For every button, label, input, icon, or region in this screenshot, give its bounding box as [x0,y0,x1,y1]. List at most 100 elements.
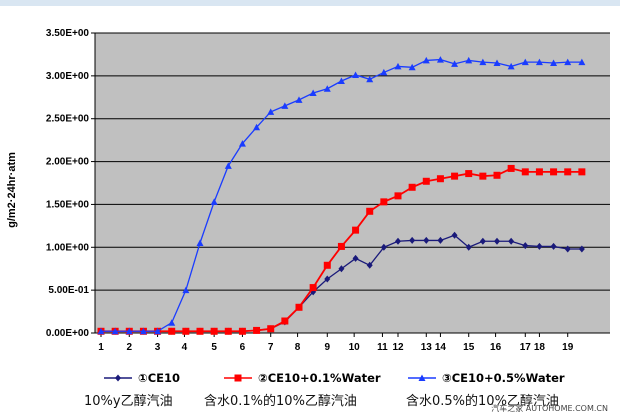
y-axis-label: g/m2·24hr·atm [6,152,18,228]
legend-label: ②CE10+0.1%Water [258,371,381,385]
data-point [295,303,303,311]
data-point [196,327,204,335]
data-point [494,237,500,245]
data-point [238,140,246,147]
series-3 [97,56,586,335]
x-tick-label: 2 [127,342,133,353]
x-tick-label: 16 [490,342,502,353]
y-tick-label: 5.00E-01 [48,285,89,296]
data-point [380,198,388,206]
y-tick-label: 1.50E+00 [46,199,90,210]
data-point [337,77,345,84]
data-point [366,207,374,215]
y-tick-label: 3.00E+00 [46,71,90,82]
y-tick-label: 3.50E+00 [46,28,90,39]
plot-background [95,33,610,333]
data-point [309,89,317,96]
data-point [366,261,373,269]
data-point [366,75,374,83]
data-point [550,242,557,250]
data-point [338,265,345,273]
legend-marker [234,374,242,382]
data-point [578,58,586,66]
x-tick-label: 10 [349,342,361,353]
series-group [97,56,586,335]
data-point [465,243,472,251]
data-point [168,327,176,335]
data-point [395,237,401,245]
x-tick-label: 13 [421,342,433,353]
data-point [564,245,571,253]
data-point [238,327,246,335]
data-point [253,123,261,131]
data-point [578,245,585,253]
axes [91,32,610,337]
caption-ce10: 10%y乙醇汽油 [84,394,173,409]
data-point [408,183,416,191]
data-point [352,71,360,78]
data-point [465,170,473,178]
legend: ①CE10 ②CE10+0.1%Water ③CE10+0.5%Water [104,371,565,385]
data-point [422,56,430,64]
data-point [224,162,232,169]
x-tick-label: 7 [268,342,274,353]
data-point [451,60,459,67]
data-point [309,284,317,292]
data-point [281,102,289,109]
data-point [154,327,162,335]
data-point [182,327,190,335]
data-point [409,236,416,244]
y-tick-labels: 0.00E+00 5.00E-01 1.00E+00 1.50E+00 2.00E+00… [46,28,90,339]
data-point [111,327,119,335]
y-tick-label: 1.00E+00 [46,242,90,253]
data-point [451,172,459,180]
x-tick-label: 9 [325,342,331,353]
data-point [493,59,501,66]
data-point [507,62,515,70]
data-point [578,168,586,176]
x-tick-label: 12 [392,342,404,353]
legend-item-3: ③CE10+0.5%Water [408,371,565,385]
data-point [535,168,543,176]
x-tick-label: 11 [377,342,388,353]
data-point [423,236,430,244]
data-point [352,226,360,234]
data-point [253,326,261,334]
data-point [436,175,444,183]
data-point [408,63,416,71]
data-point [224,327,232,335]
data-point [522,242,529,250]
data-point [182,286,190,294]
x-tick-label: 17 [520,342,532,353]
data-point [521,58,529,66]
data-point [394,62,402,70]
data-point [281,317,289,325]
x-tick-labels: 1 2 3 4 5 6 7 8 9 10 11 12 13 14 15 16 17 18 19 [98,342,573,353]
data-point [550,168,558,176]
data-point [451,231,458,239]
legend-marker [418,374,426,381]
data-point [535,58,543,66]
legend-item-1: ①CE10 [104,371,180,385]
x-tick-label: 14 [435,342,447,353]
data-point [465,56,473,64]
y-tick-label: 0.00E+00 [46,328,90,339]
data-point [323,261,331,269]
x-tick-label: 15 [463,342,475,353]
data-point [507,164,515,172]
data-point [97,327,105,335]
data-point [267,108,275,115]
data-point [479,172,487,180]
data-point [436,56,444,63]
data-point [493,171,501,179]
caption-ce10-water-0-5: 含水0.5%的10%乙醇汽油 [406,394,559,409]
data-point [337,242,345,250]
data-point [125,327,133,335]
data-point [564,168,572,176]
data-point [267,325,275,333]
data-point [380,243,387,251]
x-tick-label: 3 [155,342,161,353]
x-tick-label: 19 [562,342,574,353]
